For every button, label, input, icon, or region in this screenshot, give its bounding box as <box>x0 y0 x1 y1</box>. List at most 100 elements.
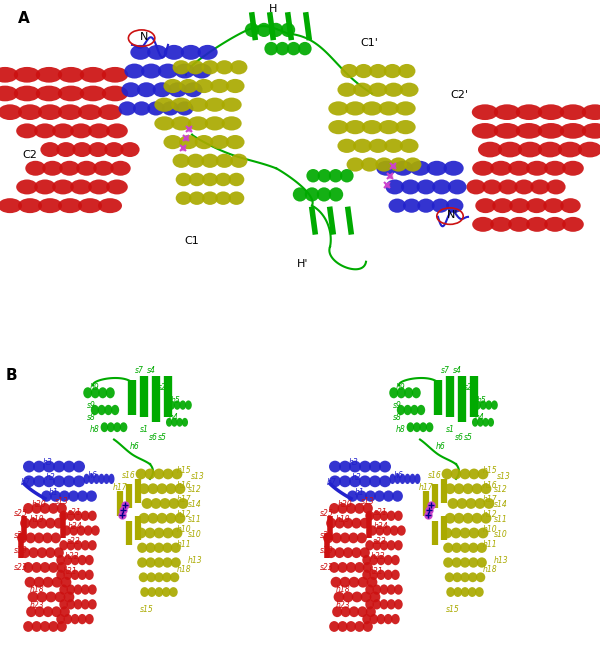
Text: h18: h18 <box>30 585 45 594</box>
Ellipse shape <box>451 527 461 539</box>
Ellipse shape <box>349 476 361 487</box>
Ellipse shape <box>384 83 403 97</box>
Ellipse shape <box>329 562 339 573</box>
Ellipse shape <box>355 64 372 78</box>
Ellipse shape <box>88 142 107 157</box>
Ellipse shape <box>33 476 45 487</box>
Ellipse shape <box>23 503 33 514</box>
Text: N': N' <box>447 210 459 220</box>
Ellipse shape <box>106 387 115 398</box>
Ellipse shape <box>328 101 349 115</box>
Ellipse shape <box>107 422 115 432</box>
Ellipse shape <box>226 135 245 149</box>
Ellipse shape <box>352 518 361 529</box>
Ellipse shape <box>14 86 40 101</box>
Ellipse shape <box>29 547 38 558</box>
Ellipse shape <box>293 188 307 201</box>
Text: s23: s23 <box>14 563 28 572</box>
Ellipse shape <box>363 503 373 514</box>
Ellipse shape <box>391 569 400 580</box>
Ellipse shape <box>469 468 479 480</box>
Ellipse shape <box>154 558 164 567</box>
Ellipse shape <box>106 123 128 138</box>
Text: h23: h23 <box>30 601 45 610</box>
Ellipse shape <box>338 562 347 573</box>
Ellipse shape <box>32 562 41 573</box>
Ellipse shape <box>78 569 86 580</box>
Ellipse shape <box>466 180 485 194</box>
Text: h22: h22 <box>371 552 385 561</box>
Ellipse shape <box>43 533 52 543</box>
Ellipse shape <box>83 387 92 398</box>
Ellipse shape <box>356 491 367 502</box>
Text: s5: s5 <box>158 432 166 441</box>
Ellipse shape <box>355 562 364 573</box>
Ellipse shape <box>98 474 104 484</box>
Ellipse shape <box>460 572 470 583</box>
Text: N: N <box>140 32 148 43</box>
Ellipse shape <box>194 79 214 93</box>
Ellipse shape <box>146 543 155 553</box>
Ellipse shape <box>390 157 407 172</box>
Ellipse shape <box>78 104 102 120</box>
Ellipse shape <box>154 527 164 539</box>
Ellipse shape <box>166 483 176 494</box>
Ellipse shape <box>175 483 185 494</box>
Ellipse shape <box>463 483 473 494</box>
Ellipse shape <box>172 527 182 539</box>
Ellipse shape <box>34 577 44 588</box>
Ellipse shape <box>389 387 398 398</box>
Ellipse shape <box>88 599 97 609</box>
Ellipse shape <box>445 572 454 583</box>
Ellipse shape <box>81 540 89 550</box>
Ellipse shape <box>370 614 378 625</box>
Ellipse shape <box>25 577 35 588</box>
Ellipse shape <box>474 400 481 410</box>
Ellipse shape <box>101 422 108 432</box>
Ellipse shape <box>64 555 72 565</box>
Ellipse shape <box>171 98 191 112</box>
Ellipse shape <box>397 387 406 398</box>
Ellipse shape <box>17 533 27 543</box>
Text: s7: s7 <box>441 366 450 375</box>
Text: h22: h22 <box>65 552 79 561</box>
Ellipse shape <box>84 525 92 536</box>
Ellipse shape <box>226 79 245 93</box>
Ellipse shape <box>368 83 388 97</box>
Ellipse shape <box>394 584 403 595</box>
Ellipse shape <box>419 422 427 432</box>
Ellipse shape <box>415 474 421 484</box>
Ellipse shape <box>508 217 530 232</box>
Ellipse shape <box>155 587 163 597</box>
Ellipse shape <box>451 468 461 480</box>
Ellipse shape <box>562 217 584 232</box>
Ellipse shape <box>484 498 494 509</box>
Ellipse shape <box>499 180 518 194</box>
Ellipse shape <box>518 142 542 157</box>
Ellipse shape <box>404 474 410 484</box>
Ellipse shape <box>28 592 38 602</box>
Ellipse shape <box>347 157 364 172</box>
Text: h21: h21 <box>369 567 384 575</box>
Ellipse shape <box>485 400 492 410</box>
Ellipse shape <box>352 592 362 602</box>
Ellipse shape <box>389 199 406 213</box>
Ellipse shape <box>469 558 478 567</box>
Ellipse shape <box>148 587 156 597</box>
Ellipse shape <box>468 572 478 583</box>
Ellipse shape <box>516 123 542 138</box>
Text: h18: h18 <box>483 565 498 575</box>
Ellipse shape <box>454 483 464 494</box>
Ellipse shape <box>60 606 70 617</box>
Ellipse shape <box>58 198 82 213</box>
Ellipse shape <box>23 562 33 573</box>
Ellipse shape <box>395 101 416 115</box>
Ellipse shape <box>394 510 403 521</box>
Ellipse shape <box>477 558 487 567</box>
Ellipse shape <box>488 418 494 427</box>
Ellipse shape <box>59 599 68 609</box>
Text: h18: h18 <box>177 565 192 575</box>
Text: h13: h13 <box>494 556 508 565</box>
Text: C1: C1 <box>185 236 199 246</box>
Ellipse shape <box>121 142 140 157</box>
